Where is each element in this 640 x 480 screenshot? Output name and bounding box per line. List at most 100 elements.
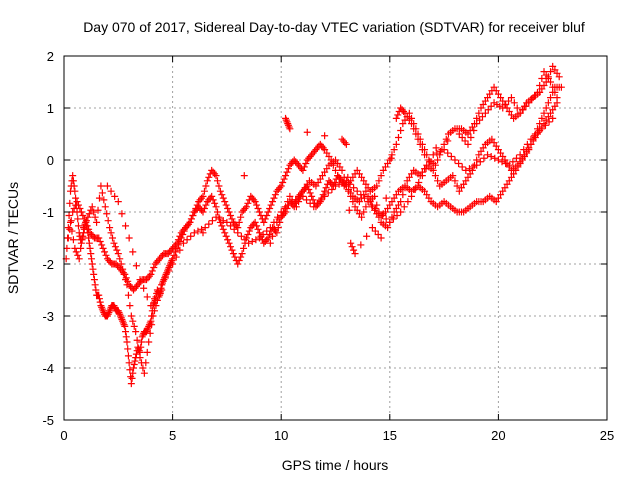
data-point [69,172,77,180]
interpolated-point [280,175,288,183]
interpolated-point [218,191,226,199]
data-point [392,114,400,122]
data-point [234,229,242,237]
interpolated-point [116,310,124,318]
interpolated-point [192,205,200,213]
interpolated-point [144,324,152,332]
interpolated-point [211,170,219,178]
data-point [123,281,131,289]
data-point [106,224,114,232]
series-4 [266,99,561,247]
interpolated-point [303,128,311,136]
interpolated-point [254,225,262,233]
data-point [277,182,285,190]
interpolated-point [105,309,113,317]
interpolated-point [96,298,104,306]
interpolated-point [254,205,262,213]
interpolated-point [90,270,98,278]
interpolated-point [146,329,154,337]
interpolated-point [259,231,267,239]
data-point [533,88,541,96]
interpolated-point [416,140,424,148]
data-point [431,161,439,169]
series-3 [103,114,557,310]
interpolated-point [85,225,93,233]
data-point [99,244,107,252]
interpolated-point [91,213,99,221]
series-1 [62,83,565,388]
data-point [190,229,198,237]
interpolated-point [451,177,459,185]
interpolated-point [357,241,365,249]
data-point [449,172,457,180]
interpolated-point [155,293,163,301]
interpolated-point [82,217,90,225]
interpolated-point [66,199,74,207]
interpolated-point [400,203,408,211]
interpolated-point [98,241,106,249]
y-tick-label: -3 [42,309,54,324]
interpolated-point [390,146,398,154]
interpolated-point [284,165,292,173]
data-point [101,203,109,211]
interpolated-point [269,232,277,240]
interpolated-point [202,201,210,209]
interpolated-point [148,321,156,329]
interpolated-point [124,345,132,353]
data-point [451,156,459,164]
interpolated-point [107,229,115,237]
interpolated-point [78,234,86,242]
data-point [127,380,135,388]
data-point [242,203,250,211]
interpolated-point [319,144,327,152]
interpolated-point [194,227,202,235]
interpolated-point [187,215,195,223]
interpolated-point [344,173,352,181]
data-point [266,224,274,232]
interpolated-point [72,194,80,202]
interpolated-point [205,220,213,228]
y-tick-label: 1 [47,101,54,116]
interpolated-point [87,250,95,258]
data-point [299,166,307,174]
interpolated-point [473,156,481,164]
data-point [421,151,429,159]
interpolated-point [415,179,423,187]
interpolated-point [124,291,132,299]
interpolated-point [283,118,291,126]
interpolated-point [267,201,275,209]
interpolated-point [109,234,117,242]
interpolated-point [322,184,330,192]
interpolated-point [63,244,71,252]
interpolated-point [100,196,108,204]
data-point [136,276,144,284]
interpolated-point [240,172,248,180]
interpolated-point [219,225,227,233]
interpolated-point [122,328,130,336]
interpolated-point [302,159,310,167]
interpolated-point [237,253,245,261]
data-point [95,234,103,242]
data-point [238,250,246,258]
data-point [255,208,263,216]
interpolated-point [69,236,77,244]
interpolated-point [412,130,420,138]
data-point [547,78,555,86]
data-point [179,239,187,247]
data-point [221,198,229,206]
data-point [494,156,502,164]
data-point [125,359,133,367]
interpolated-point [453,182,461,190]
interpolated-point [347,192,355,200]
data-point [371,192,379,200]
interpolated-point [261,215,269,223]
interpolated-point [237,213,245,221]
interpolated-point [339,179,347,187]
interpolated-point [209,196,217,204]
interpolated-point [274,224,282,232]
data-point [414,135,422,143]
data-point [321,192,329,200]
interpolated-point [139,364,147,372]
interpolated-point [85,239,93,247]
interpolated-point [394,133,402,141]
